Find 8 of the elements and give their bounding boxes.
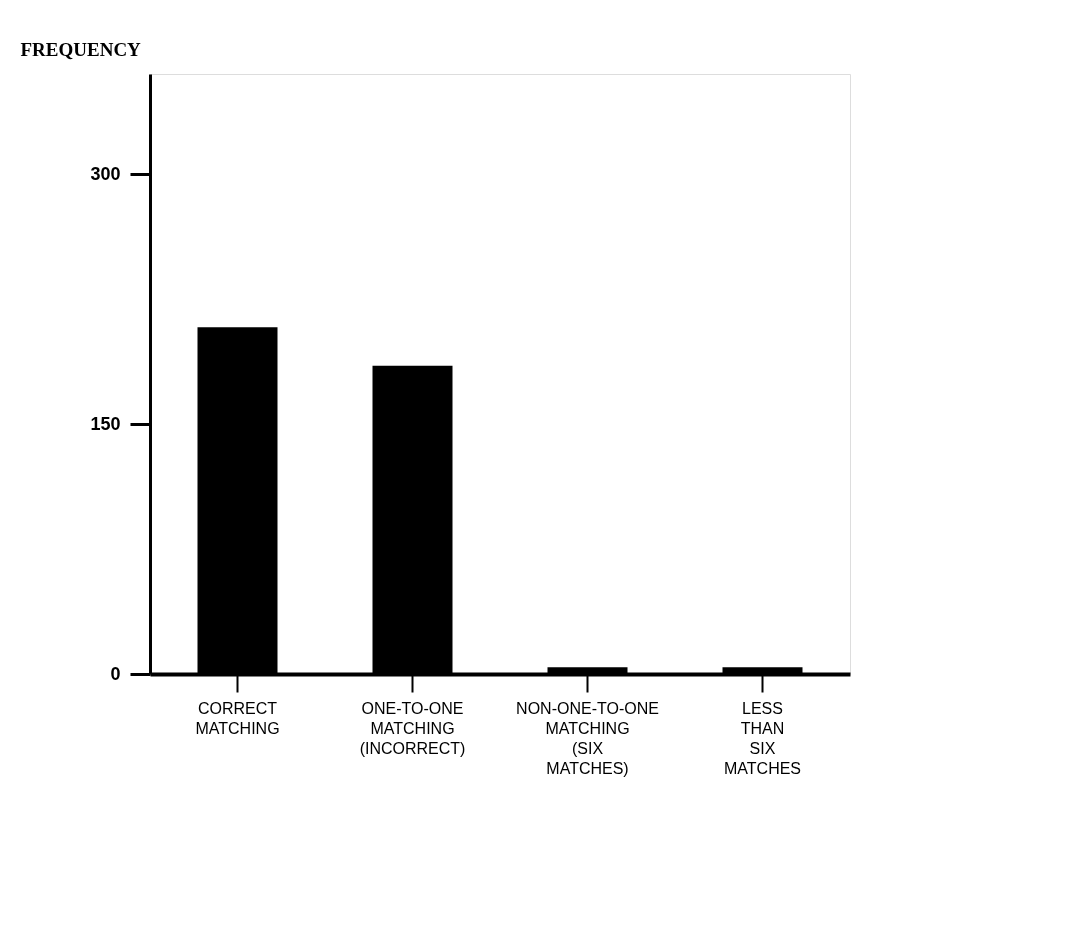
x-tick-label: LESS THAN SIX MATCHES [723, 699, 802, 777]
y-tick-label: 0 [110, 663, 121, 684]
y-tick-label: 300 [90, 163, 121, 184]
y-tick-label: 150 [90, 413, 121, 434]
y-axis-title: FREQUENCY [20, 38, 142, 60]
x-tick-label: ONE-TO-ONE MATCHING (INCORRECT) [359, 699, 466, 757]
x-tick-label: NON-ONE-TO-ONE MATCHING (SIX MATCHES) [516, 699, 659, 777]
x-tick-label: CORRECT MATCHING [195, 699, 280, 737]
